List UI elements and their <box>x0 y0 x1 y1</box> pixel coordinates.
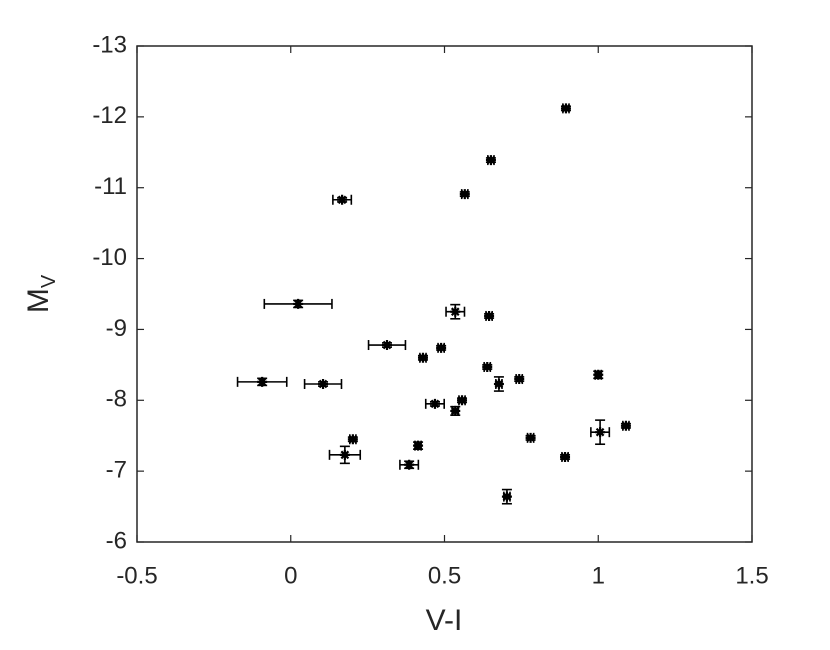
point <box>417 352 428 363</box>
point <box>257 376 268 387</box>
y-tick-label: -11 <box>94 173 127 200</box>
point <box>293 298 304 309</box>
point <box>318 378 329 389</box>
point <box>482 361 493 372</box>
y-label-text: M <box>22 288 55 313</box>
x-tick-label: 1.5 <box>735 562 768 589</box>
y-tick-label: -9 <box>106 315 127 342</box>
point <box>347 434 358 445</box>
point <box>413 440 424 451</box>
point <box>484 310 495 321</box>
point <box>514 374 525 385</box>
point <box>457 395 468 406</box>
plot-frame <box>136 45 753 543</box>
point <box>525 432 536 443</box>
y-axis-label-main: MV <box>22 274 60 313</box>
point <box>485 155 496 166</box>
point <box>560 451 571 462</box>
point <box>493 378 504 389</box>
point <box>560 103 571 114</box>
point <box>429 398 440 409</box>
point <box>620 420 631 431</box>
y-tick-label: -8 <box>106 386 127 413</box>
y-tick-label: -6 <box>106 527 127 554</box>
point <box>450 306 461 317</box>
y-tick-label: -7 <box>106 456 127 483</box>
y-tick-label: -12 <box>92 102 127 129</box>
y-tick-label: -13 <box>92 31 127 58</box>
x-tick-label: -0.5 <box>116 562 157 589</box>
point <box>436 342 447 353</box>
point <box>339 449 350 460</box>
point <box>381 340 392 351</box>
y-axis-label: MV <box>22 274 60 313</box>
x-tick-label: 1 <box>592 562 605 589</box>
point <box>501 491 512 502</box>
y-label-subscript: V <box>38 274 60 288</box>
point <box>404 459 415 470</box>
point <box>593 369 604 380</box>
point <box>595 427 606 438</box>
point <box>459 189 470 200</box>
x-axis-label: V-I <box>426 604 463 637</box>
x-tick-label: 0.5 <box>428 562 461 589</box>
y-tick-label: -10 <box>92 244 127 271</box>
x-tick-label: 0 <box>284 562 297 589</box>
point <box>450 405 461 416</box>
point <box>337 194 348 205</box>
